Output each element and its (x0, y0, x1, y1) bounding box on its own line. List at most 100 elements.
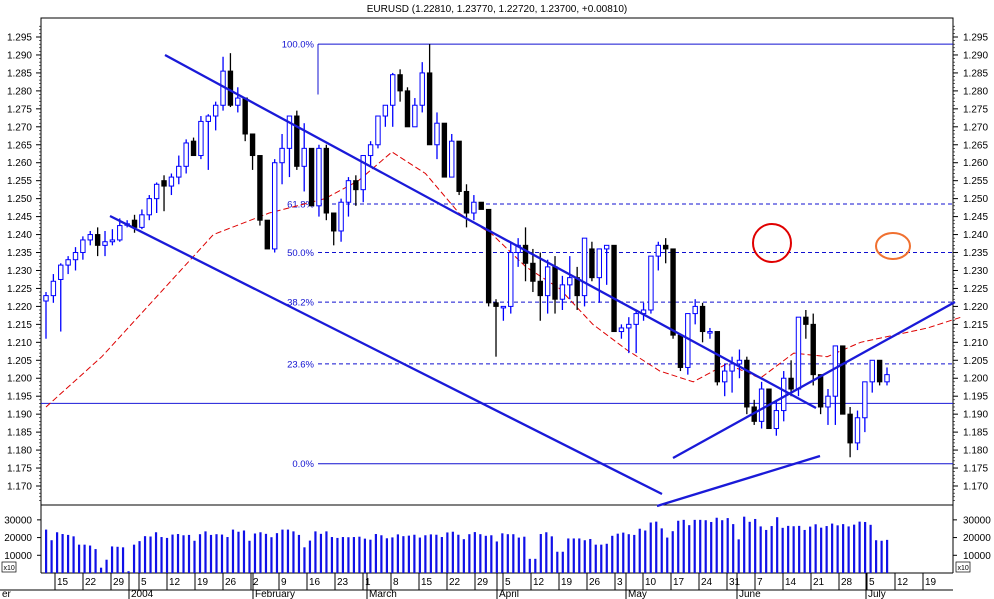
y-tick-label-right: 1.175 (963, 464, 988, 475)
candle-body (522, 244, 529, 264)
candle-body (810, 323, 816, 376)
day-label: 15 (57, 577, 69, 588)
day-label: 19 (925, 577, 937, 588)
fib-label: 50.0% (287, 248, 314, 259)
volume-bar (512, 534, 515, 573)
volume-bar (407, 535, 410, 573)
candle-body (677, 334, 684, 368)
volume-bar (550, 536, 553, 573)
volume-bar (820, 527, 823, 573)
volume-bar (693, 519, 696, 573)
volume-bar (649, 522, 652, 573)
candle-body (375, 115, 381, 146)
moving-average-line (45, 151, 962, 408)
candle-body (271, 162, 278, 250)
day-label: 9 (281, 577, 287, 588)
volume-bar (627, 534, 630, 573)
month-label: er (2, 589, 12, 599)
day-label: 28 (841, 577, 853, 588)
day-label: 14 (785, 577, 797, 588)
volume-bar (567, 538, 570, 573)
y-tick-label-right: 1.230 (963, 266, 988, 277)
volume-bar (45, 529, 48, 573)
candle-body (493, 302, 499, 307)
y-tick-label-right: 1.220 (963, 302, 988, 313)
day-label: 10 (645, 577, 657, 588)
day-label: 16 (309, 577, 321, 588)
volume-bar (237, 531, 240, 573)
candle-body (744, 359, 750, 408)
volume-bar (336, 537, 339, 573)
y-tick-label-left: 1.225 (7, 284, 32, 295)
y-tick-label-right: 1.225 (963, 284, 988, 295)
candle-body (817, 374, 824, 408)
vol-tick-label: 10000 (4, 551, 32, 562)
vol-tick-label: 30000 (963, 515, 991, 526)
candle-body (382, 104, 389, 117)
candle-body (729, 363, 735, 372)
candle-body (183, 142, 189, 167)
volume-bar (506, 534, 509, 573)
volume-bar (281, 529, 284, 573)
candle-body (854, 417, 861, 444)
volume-bar (484, 535, 487, 573)
volume-bar (572, 538, 575, 573)
candle-body (301, 147, 307, 167)
month-label: May (628, 589, 647, 599)
volume-bar (402, 536, 405, 573)
y-tick-label-right: 1.235 (963, 248, 988, 259)
candle-body (707, 331, 713, 334)
candle-body (153, 183, 160, 200)
day-label: 19 (197, 577, 209, 588)
volume-bar (495, 541, 498, 573)
volume-bar (528, 558, 531, 573)
y-tick-label-right: 1.215 (963, 320, 988, 331)
volume-bar (737, 539, 740, 573)
candle-body (714, 331, 721, 383)
volume-bar (638, 528, 641, 573)
candle-body (530, 262, 536, 282)
volume-bar (539, 534, 542, 573)
y-tick-label-left: 1.285 (7, 68, 32, 79)
volume-bar (248, 540, 251, 573)
candle-body (434, 122, 440, 146)
candle-body (146, 198, 152, 216)
y-tick-label-right: 1.270 (963, 122, 988, 133)
volume-bar (473, 532, 476, 573)
y-tick-label-right: 1.245 (963, 212, 988, 223)
candle-body (345, 180, 352, 203)
volume-bar (352, 537, 356, 573)
volume-bar (545, 532, 548, 573)
volume-bar (715, 517, 718, 573)
candle-body (781, 377, 787, 412)
volume-bar (556, 551, 559, 573)
volume-bar (143, 536, 147, 573)
volume-bar (226, 537, 229, 573)
month-label: 2004 (131, 589, 154, 599)
volume-bar (847, 526, 850, 573)
y-tick-label-left: 1.275 (7, 104, 32, 115)
volume-bar (836, 525, 839, 573)
volume-bar (633, 534, 636, 573)
y-tick-label-right: 1.275 (963, 104, 988, 115)
volume-bar (451, 531, 454, 573)
candle-body (176, 165, 182, 178)
candle-body (72, 252, 79, 261)
candle-body (58, 264, 64, 280)
volume-bar (589, 538, 592, 573)
volume-bar (842, 524, 845, 573)
y-tick-label-left: 1.245 (7, 212, 32, 223)
volume-bar (886, 539, 889, 573)
volume-bar (55, 532, 59, 573)
y-tick-label-right: 1.205 (963, 356, 988, 367)
y-tick-label-left: 1.235 (7, 248, 32, 259)
y-tick-label-left: 1.230 (7, 266, 32, 277)
y-tick-label-right: 1.190 (963, 410, 988, 421)
y-tick-label-left: 1.185 (7, 428, 32, 439)
volume-bar (787, 525, 790, 573)
y-tick-label-right: 1.210 (963, 338, 988, 349)
candle-body (404, 90, 411, 128)
candle-body (168, 176, 175, 187)
fib-label: 38.2% (287, 298, 314, 309)
chart-title: EURUSD (1.22810, 1.23770, 1.22720, 1.237… (366, 4, 628, 15)
